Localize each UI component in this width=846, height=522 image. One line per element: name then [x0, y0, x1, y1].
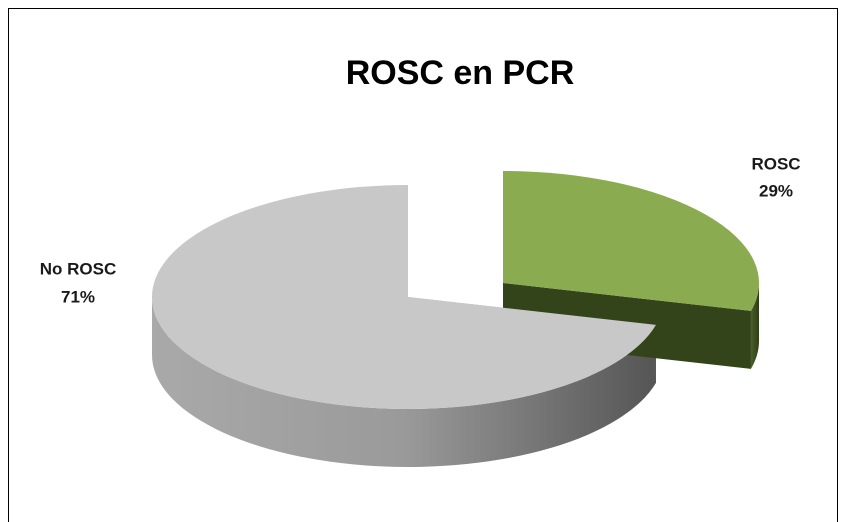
chart-title: ROSC en PCR: [346, 54, 575, 92]
pie-slice: [503, 171, 760, 311]
slice-value-label: 71%: [61, 287, 95, 306]
pie-slice: [151, 185, 656, 409]
slice-value-label: 29%: [759, 181, 793, 200]
slice-label: ROSC: [751, 154, 800, 173]
slice-side: [152, 297, 656, 467]
slice-side: [750, 283, 759, 369]
slice-label: No ROSC: [40, 259, 117, 278]
